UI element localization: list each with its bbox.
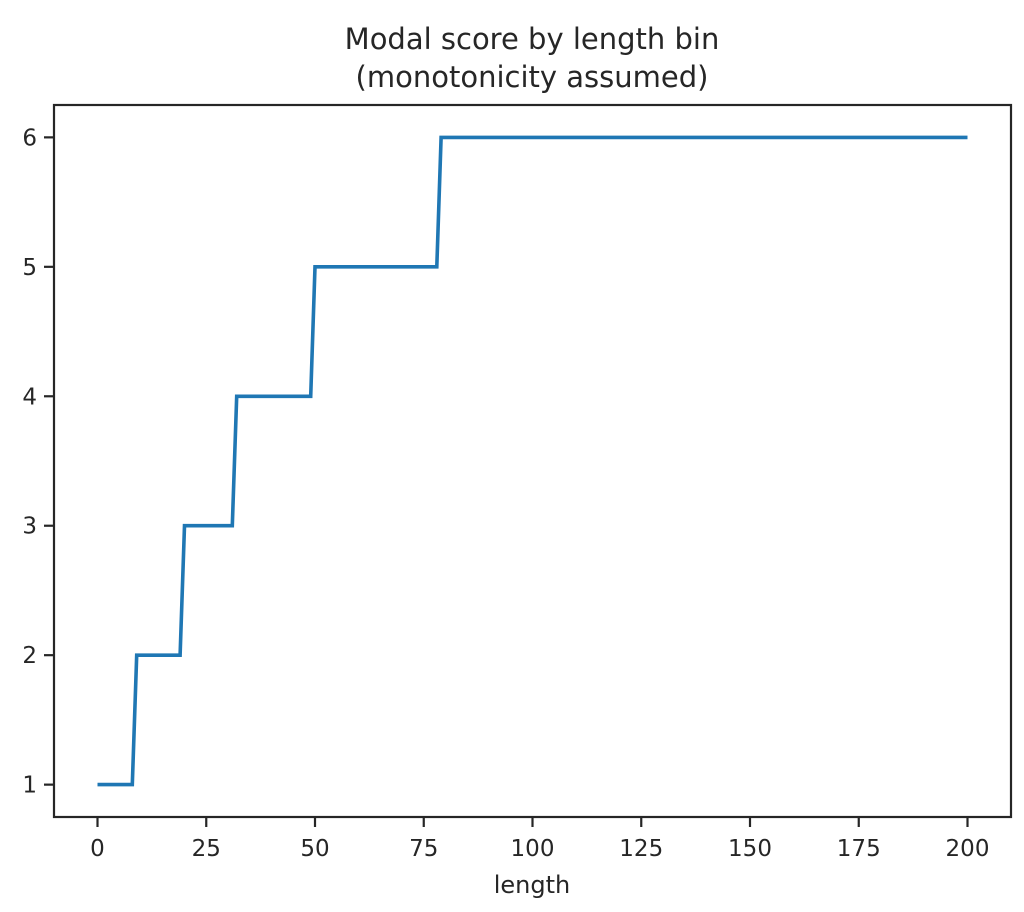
chart-title-line1: Modal score by length bin: [345, 22, 720, 56]
x-tick-label: 50: [300, 836, 329, 862]
x-tick-label: 200: [946, 836, 990, 862]
y-tick-label: 1: [22, 773, 37, 799]
x-tick-label: 125: [619, 836, 663, 862]
y-tick-label: 5: [22, 255, 37, 281]
x-tick-label: 0: [90, 836, 105, 862]
y-tick-label: 4: [22, 384, 37, 410]
y-tick-label: 2: [22, 643, 37, 669]
plot-area: [52, 103, 1013, 819]
x-tick-label: 100: [511, 836, 555, 862]
x-tick-label: 25: [192, 836, 221, 862]
x-tick-label: 75: [409, 836, 438, 862]
chart-title-line2: (monotonicity assumed): [356, 60, 709, 94]
x-tick-label: 175: [837, 836, 881, 862]
step-line-series: [97, 135, 968, 787]
x-axis-label: length: [494, 871, 571, 899]
y-tick-label: 6: [22, 125, 37, 151]
y-tick-label: 3: [22, 514, 37, 540]
x-tick-label: 150: [728, 836, 772, 862]
